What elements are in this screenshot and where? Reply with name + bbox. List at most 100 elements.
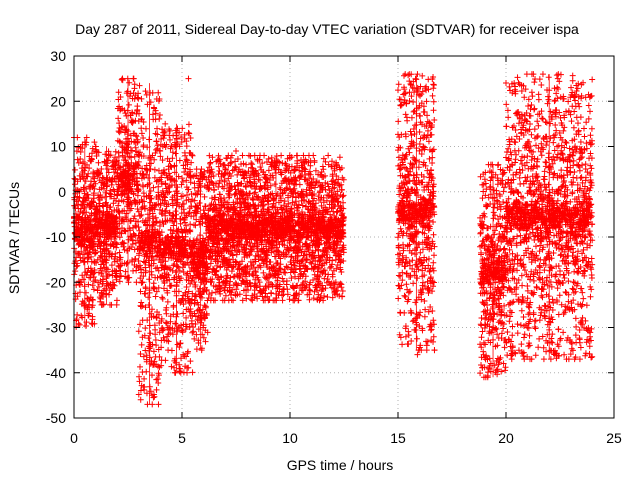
- data-point: [131, 153, 138, 160]
- data-point: [136, 252, 143, 259]
- data-point: [188, 190, 195, 197]
- data-point: [296, 181, 303, 188]
- plot-area: [71, 71, 596, 408]
- data-point: [147, 192, 154, 199]
- data-point: [74, 156, 81, 163]
- data-point: [90, 286, 97, 293]
- data-point: [104, 165, 111, 172]
- data-point: [170, 222, 177, 229]
- data-point: [113, 297, 120, 304]
- data-point: [130, 75, 137, 82]
- data-point: [174, 311, 181, 318]
- data-point: [288, 275, 295, 282]
- data-point: [121, 240, 128, 247]
- data-point: [75, 159, 82, 166]
- data-point: [108, 301, 115, 308]
- data-point: [138, 125, 145, 132]
- data-point: [152, 337, 159, 344]
- data-point: [294, 152, 301, 159]
- data-point: [89, 296, 96, 303]
- data-point: [153, 386, 160, 393]
- data-point: [156, 115, 163, 122]
- data-point: [129, 258, 136, 265]
- data-point: [134, 106, 141, 113]
- data-point: [135, 257, 142, 264]
- data-point: [162, 120, 169, 127]
- data-point: [169, 155, 176, 162]
- data-point: [162, 357, 169, 364]
- data-point: [167, 136, 173, 143]
- data-point: [82, 178, 89, 185]
- data-point: [137, 149, 143, 156]
- data-point: [132, 222, 139, 229]
- data-point: [155, 89, 162, 96]
- data-point: [112, 162, 119, 169]
- data-point: [106, 271, 113, 278]
- data-point: [140, 118, 147, 125]
- data-point: [97, 252, 104, 259]
- data-point: [89, 150, 95, 157]
- data-point: [180, 269, 187, 276]
- data-point: [107, 204, 114, 211]
- data-point: [151, 166, 158, 173]
- data-point: [91, 185, 98, 192]
- data-point: [329, 158, 335, 165]
- data-point: [310, 152, 317, 159]
- data-point: [127, 199, 134, 206]
- data-point: [257, 176, 263, 183]
- data-point: [112, 253, 119, 260]
- data-point: [193, 346, 200, 353]
- data-point: [84, 191, 91, 198]
- data-point: [95, 283, 102, 290]
- data-point: [186, 130, 193, 137]
- data-point: [131, 232, 138, 239]
- data-point: [141, 383, 148, 390]
- data-point: [100, 301, 107, 308]
- data-point: [115, 165, 122, 172]
- data-point: [140, 273, 147, 280]
- data-point: [77, 149, 84, 156]
- data-point: [113, 244, 120, 251]
- data-point: [136, 82, 143, 89]
- data-point: [75, 320, 82, 327]
- data-point: [149, 89, 156, 96]
- data-point: [137, 387, 144, 394]
- data-point: [137, 351, 144, 358]
- data-point: [289, 193, 296, 200]
- data-point: [71, 166, 78, 173]
- data-point: [215, 152, 222, 159]
- data-point: [93, 259, 100, 266]
- data-point: [140, 153, 147, 160]
- data-point: [89, 297, 96, 304]
- data-point: [126, 79, 133, 86]
- data-point: [85, 170, 92, 177]
- data-point: [239, 152, 246, 159]
- data-point: [118, 272, 125, 279]
- data-point: [116, 220, 123, 227]
- data-point: [83, 319, 90, 326]
- data-point: [261, 152, 268, 159]
- data-point: [125, 194, 132, 201]
- data-point: [88, 253, 95, 260]
- data-point: [260, 269, 267, 276]
- data-point: [133, 133, 140, 140]
- data-point: [152, 293, 159, 300]
- data-point: [153, 218, 160, 225]
- data-point: [131, 81, 138, 88]
- data-point: [192, 222, 199, 229]
- data-point: [121, 227, 128, 234]
- data-point: [137, 363, 143, 370]
- data-point: [140, 134, 147, 141]
- data-point: [129, 110, 136, 117]
- data-point: [119, 77, 126, 84]
- data-point: [155, 401, 162, 408]
- data-point: [282, 269, 289, 276]
- data-point: [92, 249, 99, 256]
- data-point: [230, 297, 237, 304]
- data-point: [90, 278, 97, 285]
- data-point: [267, 259, 274, 266]
- data-point: [222, 292, 229, 299]
- data-point: [299, 287, 306, 294]
- data-point: [172, 150, 179, 157]
- data-point: [88, 320, 95, 327]
